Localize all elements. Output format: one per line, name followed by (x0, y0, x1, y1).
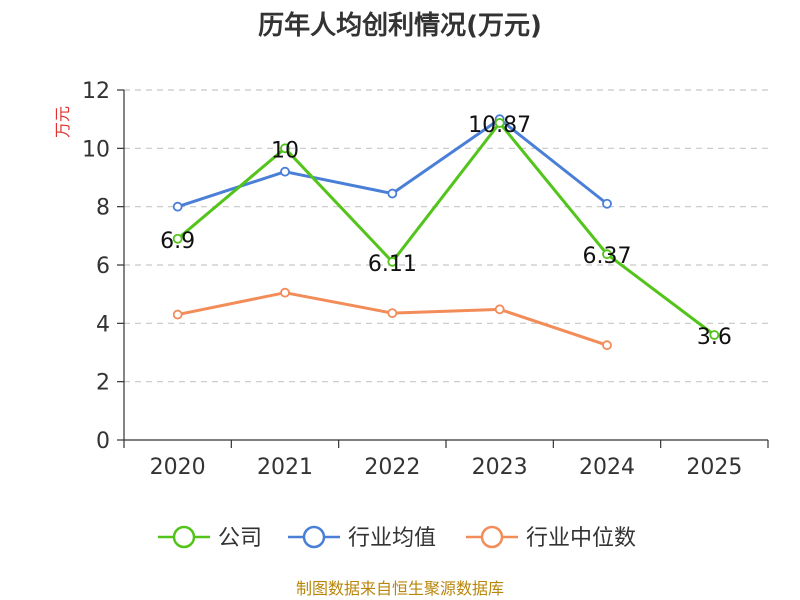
data-point (709, 330, 720, 340)
data-point (387, 188, 398, 199)
x-tick-label: 2024 (579, 455, 635, 480)
legend: 公司 行业均值 行业中位数 (158, 525, 636, 551)
y-tick-label: 0 (96, 429, 110, 454)
data-point (172, 233, 183, 244)
data-point (602, 340, 612, 351)
y-axis-label: 万元 (53, 106, 72, 138)
data-point (280, 287, 290, 298)
x-tick-label: 2022 (364, 455, 420, 480)
axes: 0 2 4 6 8 10 12 2020 2021 2022 2023 2024 2025 (82, 79, 769, 480)
data-point (602, 249, 612, 260)
data-label: 6.11 (368, 252, 417, 277)
legend-label: 公司 (218, 526, 262, 551)
data-point (602, 198, 612, 209)
x-tick-label: 2023 (472, 455, 528, 480)
chart-title: 历年人均创利情况(万元) (258, 10, 542, 41)
legend-item-1[interactable]: 行业均值 (288, 525, 436, 551)
grid-lines (124, 89, 768, 383)
data-point (280, 166, 290, 177)
x-tick-label: 2021 (257, 455, 313, 480)
source-note: 制图数据来自恒生聚源数据库 (296, 579, 504, 598)
data-point (387, 308, 398, 319)
data-point (494, 118, 505, 128)
data-label: 6.9 (160, 229, 195, 254)
data-label: 6.37 (583, 244, 632, 269)
data-label: 10.87 (468, 113, 531, 138)
series-line-0 (176, 121, 716, 337)
x-tick-label: 2025 (686, 455, 742, 480)
legend-marker (480, 525, 504, 549)
legend-item-0[interactable]: 公司 (158, 525, 262, 551)
legend-marker (172, 525, 196, 549)
y-tick-label: 4 (96, 312, 110, 337)
data-point (280, 143, 290, 154)
y-tick-label: 10 (82, 137, 110, 162)
data-label: 3.6 (697, 325, 732, 350)
y-tick-label: 8 (96, 196, 110, 221)
data-point (172, 309, 183, 320)
data-labels: 6.9 10 6.11 10.87 6.37 3.6 (160, 113, 732, 350)
legend-item-2[interactable]: 行业中位数 (466, 525, 636, 551)
legend-label: 行业中位数 (526, 526, 636, 551)
y-tick-label: 12 (82, 79, 110, 104)
y-tick-label: 2 (96, 371, 110, 396)
data-point (172, 201, 183, 212)
series-lines (172, 114, 720, 351)
legend-marker (302, 525, 326, 549)
data-point (387, 256, 398, 267)
y-tick-label: 6 (96, 254, 110, 279)
x-tick-label: 2020 (150, 455, 206, 480)
data-point (494, 304, 505, 315)
legend-label: 行业均值 (348, 526, 436, 551)
data-label: 10 (271, 138, 299, 163)
series-line-2 (177, 291, 608, 347)
